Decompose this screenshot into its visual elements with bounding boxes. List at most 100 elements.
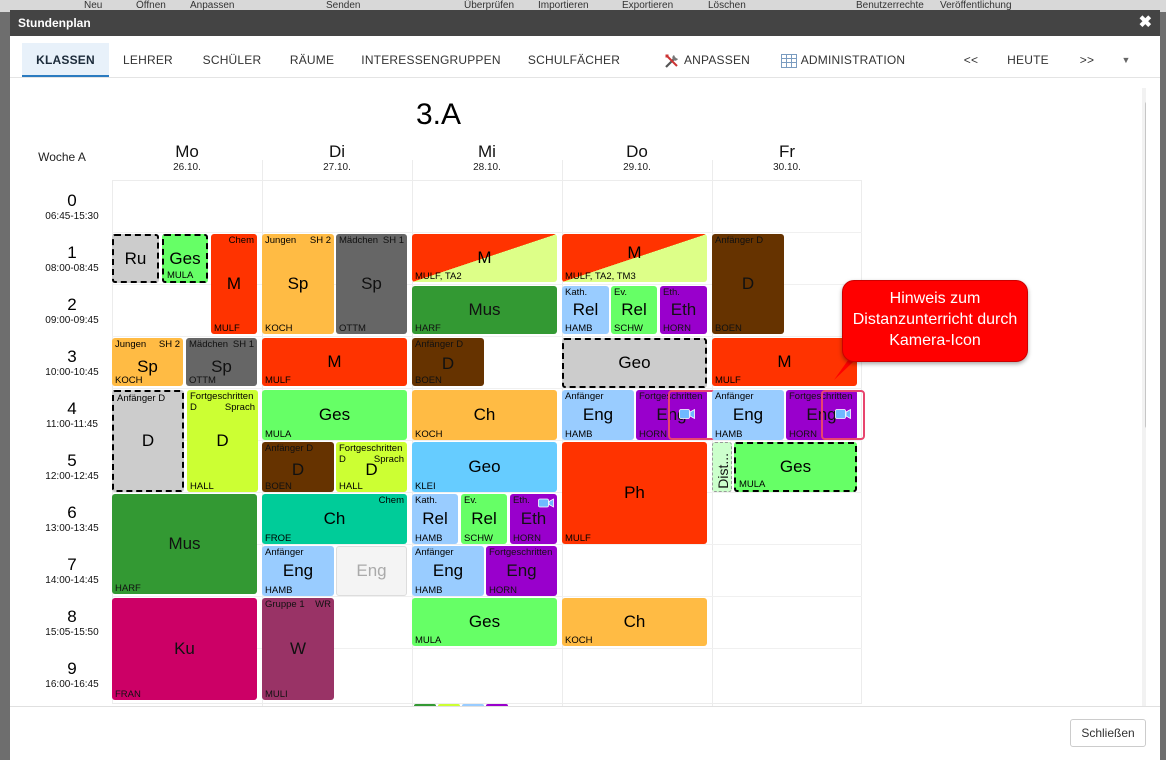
lesson-di-sp-maedchen[interactable]: Mädchen SH 1 Sp OTTM	[336, 234, 407, 334]
period-divider	[112, 388, 862, 389]
lesson-fr-eng-anfaenger[interactable]: Anfänger Eng HAMB	[712, 390, 784, 440]
lesson-mi-mus[interactable]: Mus HARF	[412, 286, 557, 334]
lesson-partial	[414, 704, 436, 706]
lesson-mi-rel-ev[interactable]: Ev. Rel SCHW	[461, 494, 507, 544]
dialog-title: Stundenplan	[18, 16, 91, 30]
period-divider	[112, 336, 862, 337]
lesson-do-rel-ev[interactable]: Ev. Rel SCHW	[611, 286, 657, 334]
lesson-mi-ges[interactable]: Ges MULA	[412, 598, 557, 646]
lesson-mi-d[interactable]: Anfänger D D BOEN	[412, 338, 484, 386]
table-icon	[780, 53, 797, 68]
background-app-menu: Neu Öffnen Anpassen Senden Überprüfen Im…	[0, 0, 1166, 12]
scroll-down-icon[interactable]: ▼	[1145, 695, 1146, 704]
dialog-footer: Schließen	[10, 706, 1160, 760]
period-divider	[112, 440, 862, 441]
lesson-di-eng-anfaenger[interactable]: Anfänger Eng HAMB	[262, 546, 334, 596]
close-icon[interactable]: ✖	[1138, 14, 1152, 31]
lesson-partial	[486, 704, 508, 706]
period-divider	[112, 232, 862, 233]
lesson-di-eng-cancelled[interactable]: Eng	[336, 546, 407, 596]
tab-lehrer[interactable]: LEHRER	[123, 53, 173, 67]
lesson-mo-ku[interactable]: Ku FRAN	[112, 598, 257, 700]
lesson-mo-d-fortgeschritten[interactable]: Fortgeschritten D Sprach D HALL	[187, 390, 258, 492]
lesson-di-w[interactable]: Gruppe 1 WR W MULI	[262, 598, 334, 700]
lesson-do-eth[interactable]: Eth. Eth HORN	[660, 286, 707, 334]
today-button[interactable]: HEUTE	[1007, 53, 1049, 67]
period-label: 9 16:00-16:45	[45, 659, 99, 690]
tab-interessengruppen[interactable]: INTERESSENGRUPPEN	[361, 53, 501, 67]
period-divider	[112, 648, 862, 649]
lesson-mo-ges[interactable]: Ges MULA	[162, 234, 208, 283]
vertical-scrollbar[interactable]: ▲ ▼	[1142, 88, 1146, 706]
lesson-mo-ru[interactable]: Ru	[112, 234, 159, 283]
timetable-dialog: Stundenplan ✖ KLASSEN LEHRER SCHÜLER RÄU…	[10, 10, 1160, 760]
camera-icon	[679, 408, 695, 420]
lesson-mi-ch[interactable]: Ch KOCH	[412, 390, 557, 440]
lesson-mo-m[interactable]: Chem M MULF	[211, 234, 257, 334]
lesson-mi-eng-fortgeschritten[interactable]: Fortgeschritten Eng HORN	[486, 546, 557, 596]
lesson-di-m[interactable]: M MULF	[262, 338, 407, 386]
next-week-button[interactable]: >>	[1079, 53, 1095, 67]
tab-schulfaecher[interactable]: SCHULFÄCHER	[527, 53, 621, 67]
lesson-fr-distance[interactable]: Dist...	[712, 442, 732, 492]
period-label: 0 06:45-15:30	[45, 191, 99, 222]
administration-button[interactable]: ADMINISTRATION	[780, 43, 906, 77]
day-header-mo: Mo 26.10.	[173, 142, 201, 173]
chevron-down-icon[interactable]: ▼	[1121, 55, 1131, 65]
day-header-fr: Fr 30.10.	[773, 142, 801, 173]
timetable-content: 3.A Woche A Mo 26.10. Di 27.10. Mi 28.10. D…	[26, 88, 1146, 706]
scrollbar-thumb[interactable]	[1145, 102, 1146, 428]
period-label: 7 14:00-14:45	[45, 555, 99, 586]
scroll-up-icon[interactable]: ▲	[1145, 90, 1146, 99]
period-label: 6 13:00-13:45	[45, 503, 99, 534]
period-label: 3 10:00-10:45	[45, 347, 99, 378]
tools-icon	[665, 54, 678, 68]
period-divider	[112, 544, 862, 545]
lesson-di-sp-jungen[interactable]: Jungen SH 2 Sp KOCH	[262, 234, 334, 334]
close-button[interactable]: Schließen	[1070, 719, 1146, 747]
lesson-do-m[interactable]: M MULF, TA2, TM3	[562, 234, 707, 282]
lesson-mi-rel-kath[interactable]: Kath. Rel HAMB	[412, 494, 458, 544]
previous-week-button[interactable]: <<	[963, 53, 979, 67]
lesson-mo-mus[interactable]: Mus HARF	[112, 494, 257, 594]
lesson-fr-ges[interactable]: Ges MULA	[734, 442, 857, 492]
period-divider	[112, 284, 862, 285]
lesson-mi-eth[interactable]: Eth. Eth HORN	[510, 494, 557, 544]
lesson-mi-m[interactable]: M MULF, TA2	[412, 234, 557, 282]
lesson-fr-m[interactable]: M MULF	[712, 338, 857, 386]
lesson-do-ch[interactable]: Ch KOCH	[562, 598, 707, 646]
period-label: 4 11:00-11:45	[46, 399, 98, 430]
lesson-mi-geo[interactable]: Geo KLEI	[412, 442, 557, 492]
week-label: Woche A	[38, 150, 86, 164]
camera-highlight-frame	[668, 390, 716, 440]
lesson-di-d-anfaenger[interactable]: Anfänger D D BOEN	[262, 442, 334, 492]
hint-callout: Hinweis zum Distanzunterricht durch Kame…	[842, 280, 1028, 362]
period-divider	[112, 596, 862, 597]
lesson-do-eng-anfaenger[interactable]: Anfänger Eng HAMB	[562, 390, 634, 440]
lesson-do-rel-kath[interactable]: Kath. Rel HAMB	[562, 286, 609, 334]
tab-raeume[interactable]: RÄUME	[289, 53, 335, 67]
tab-schueler[interactable]: SCHÜLER	[202, 53, 262, 67]
period-label: 8 15:05-15:50	[45, 607, 99, 638]
lesson-mo-sp-maedchen[interactable]: Mädchen SH 1 Sp OTTM	[186, 338, 257, 386]
lesson-do-eng-fortgeschritten[interactable]: Fortgeschritten Eng HORN	[636, 390, 707, 440]
lesson-di-ch[interactable]: Chem Ch FROE	[262, 494, 407, 544]
tab-klassen[interactable]: KLASSEN	[22, 43, 109, 77]
lesson-mo-d-anfaenger[interactable]: Anfänger D D	[112, 390, 184, 492]
background-app-left	[0, 12, 10, 760]
class-title: 3.A	[416, 98, 462, 131]
lesson-do-ph[interactable]: Ph MULF	[562, 442, 707, 544]
day-header-mi: Mi 28.10.	[473, 142, 501, 173]
lesson-fr-d[interactable]: Anfänger D D BOEN	[712, 234, 784, 334]
period-divider	[112, 492, 862, 493]
period-label: 2 09:00-09:45	[45, 295, 99, 326]
customize-button[interactable]: ANPASSEN	[662, 43, 752, 77]
lesson-di-ges[interactable]: Ges MULA	[262, 390, 407, 440]
lesson-di-d-fortgeschritten[interactable]: Fortgeschritten D Sprach D HALL	[336, 442, 407, 492]
background-app-right	[1160, 12, 1166, 760]
lesson-partial	[438, 704, 460, 706]
lesson-mi-eng-anfaenger[interactable]: Anfänger Eng HAMB	[412, 546, 484, 596]
lesson-do-geo[interactable]: Geo	[562, 338, 707, 388]
lesson-partial	[462, 704, 484, 706]
lesson-mo-sp-jungen[interactable]: Jungen SH 2 Sp KOCH	[112, 338, 183, 386]
